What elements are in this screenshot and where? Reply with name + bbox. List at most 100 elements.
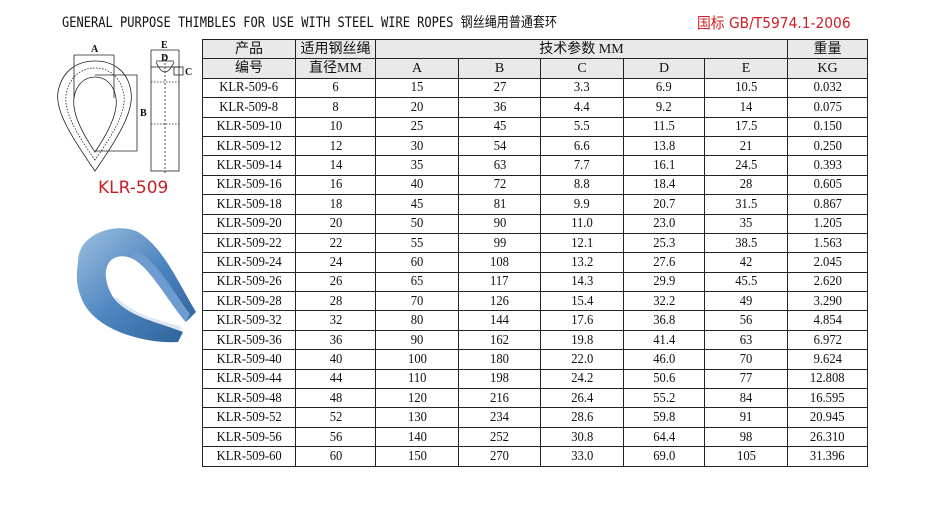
cell-a: 120 xyxy=(375,388,459,409)
cell-weight: 12.808 xyxy=(787,368,869,390)
table-row: KLR-509-10 10 25 45 5.5 11.5 17.5 0.150 xyxy=(202,116,869,137)
table-row: KLR-509-52 52 130 234 28.6 59.8 91 20.945 xyxy=(202,407,869,428)
cell-product-no: KLR-509-6 xyxy=(202,77,296,99)
cell-b: 63 xyxy=(458,155,541,176)
cell-product-no: KLR-509-44 xyxy=(202,368,296,390)
cell-weight: 2.045 xyxy=(787,252,869,273)
table-row: KLR-509-26 26 65 117 14.3 29.9 45.5 2.620 xyxy=(202,271,869,293)
cell-c: 30.8 xyxy=(540,426,624,448)
cell-e: 28 xyxy=(703,174,789,196)
cell-weight: 31.396 xyxy=(787,446,869,467)
table-row: KLR-509-40 40 100 180 22.0 46.0 70 9.624 xyxy=(202,349,869,370)
cell-a: 130 xyxy=(375,407,459,428)
cell-e: 77 xyxy=(703,368,789,390)
header-weight-2: KG xyxy=(787,58,869,79)
cell-d: 25.3 xyxy=(623,232,705,254)
cell-product-no: KLR-509-40 xyxy=(202,349,296,370)
cell-b: 117 xyxy=(458,271,541,293)
cell-d: 59.8 xyxy=(623,407,705,428)
cell-product-no: KLR-509-36 xyxy=(202,329,296,351)
cell-rope-dia: 10 xyxy=(295,116,376,137)
cell-rope-dia: 28 xyxy=(295,291,376,312)
table-row: KLR-509-32 32 80 144 17.6 36.8 56 4.854 xyxy=(202,310,869,331)
cell-b: 234 xyxy=(458,407,541,428)
table-row: KLR-509-8 8 20 36 4.4 9.2 14 0.075 xyxy=(202,97,869,118)
cell-weight: 0.605 xyxy=(787,174,869,196)
table-row: KLR-509-16 16 40 72 8.8 18.4 28 0.605 xyxy=(202,174,869,196)
cell-b: 180 xyxy=(458,349,541,370)
cell-rope-dia: 48 xyxy=(295,388,376,409)
header-tech-params: 技术参数 MM xyxy=(374,38,789,60)
cell-a: 55 xyxy=(375,232,459,254)
cell-weight: 0.867 xyxy=(787,194,869,215)
cell-weight: 0.075 xyxy=(787,97,869,118)
cell-rope-dia: 18 xyxy=(295,194,376,215)
cell-d: 9.2 xyxy=(623,97,705,118)
header-weight: 重量 xyxy=(787,38,869,60)
cell-weight: 0.150 xyxy=(787,116,869,137)
cell-rope-dia: 44 xyxy=(295,368,376,390)
cell-b: 144 xyxy=(458,310,541,331)
cell-weight: 2.620 xyxy=(787,271,869,293)
table-row: KLR-509-44 44 110 198 24.2 50.6 77 12.808 xyxy=(202,368,869,390)
cell-e: 56 xyxy=(703,310,789,331)
cell-a: 100 xyxy=(375,349,459,370)
cell-e: 14 xyxy=(703,97,789,118)
cell-d: 46.0 xyxy=(623,349,705,370)
cell-d: 18.4 xyxy=(623,174,705,196)
cell-rope-dia: 24 xyxy=(295,252,376,273)
cell-d: 55.2 xyxy=(623,388,705,409)
cell-a: 30 xyxy=(375,135,459,157)
cell-e: 10.5 xyxy=(703,77,789,99)
cell-e: 91 xyxy=(703,407,789,428)
cell-rope-dia: 60 xyxy=(295,446,376,467)
cell-e: 98 xyxy=(703,426,789,448)
cell-rope-dia: 16 xyxy=(295,174,376,196)
cell-product-no: KLR-509-56 xyxy=(202,426,296,448)
cell-a: 45 xyxy=(375,194,459,215)
cell-a: 90 xyxy=(375,329,459,351)
cell-a: 60 xyxy=(375,252,459,273)
cell-b: 81 xyxy=(458,194,541,215)
cell-b: 252 xyxy=(458,426,541,448)
dim-label-e: E xyxy=(161,40,168,51)
table-row: KLR-509-14 14 35 63 7.7 16.1 24.5 0.393 xyxy=(202,155,869,176)
cell-rope-dia: 32 xyxy=(295,310,376,331)
cell-product-no: KLR-509-24 xyxy=(202,252,296,273)
dim-label-c: C xyxy=(185,67,192,78)
cell-a: 20 xyxy=(375,97,459,118)
cell-b: 108 xyxy=(458,252,541,273)
cell-product-no: KLR-509-26 xyxy=(202,271,296,293)
cell-a: 140 xyxy=(375,426,459,448)
page-title: GENERAL PURPOSE THIMBLES FOR USE WITH ST… xyxy=(62,15,558,31)
cell-a: 40 xyxy=(375,174,459,196)
dim-label-a: A xyxy=(91,44,99,55)
cell-a: 70 xyxy=(375,291,459,312)
cell-weight: 26.310 xyxy=(787,426,869,448)
cell-e: 35 xyxy=(703,213,789,234)
cell-weight: 0.250 xyxy=(787,135,869,157)
thimble-diagram: A B C D E xyxy=(57,40,192,175)
table-row: KLR-509-20 20 50 90 11.0 23.0 35 1.205 xyxy=(202,213,869,234)
cell-product-no: KLR-509-20 xyxy=(202,213,296,234)
cell-e: 63 xyxy=(703,329,789,351)
cell-b: 198 xyxy=(458,368,541,390)
header-product-no-2: 编号 xyxy=(202,58,296,79)
cell-rope-dia: 56 xyxy=(295,426,376,448)
cell-c: 28.6 xyxy=(540,407,624,428)
table-row: KLR-509-60 60 150 270 33.0 69.0 105 31.396 xyxy=(202,446,869,467)
cell-c: 7.7 xyxy=(540,155,624,176)
cell-c: 6.6 xyxy=(540,135,624,157)
cell-e: 17.5 xyxy=(703,116,789,137)
cell-rope-dia: 20 xyxy=(295,213,376,234)
cell-e: 31.5 xyxy=(703,194,789,215)
cell-weight: 3.290 xyxy=(787,291,869,312)
cell-a: 35 xyxy=(375,155,459,176)
cell-d: 13.8 xyxy=(623,135,705,157)
cell-product-no: KLR-509-22 xyxy=(202,232,296,254)
table-row: KLR-509-22 22 55 99 12.1 25.3 38.5 1.563 xyxy=(202,232,869,254)
cell-product-no: KLR-509-60 xyxy=(202,446,296,467)
cell-e: 24.5 xyxy=(703,155,789,176)
cell-d: 27.6 xyxy=(623,252,705,273)
header-col-c: C xyxy=(540,58,624,79)
